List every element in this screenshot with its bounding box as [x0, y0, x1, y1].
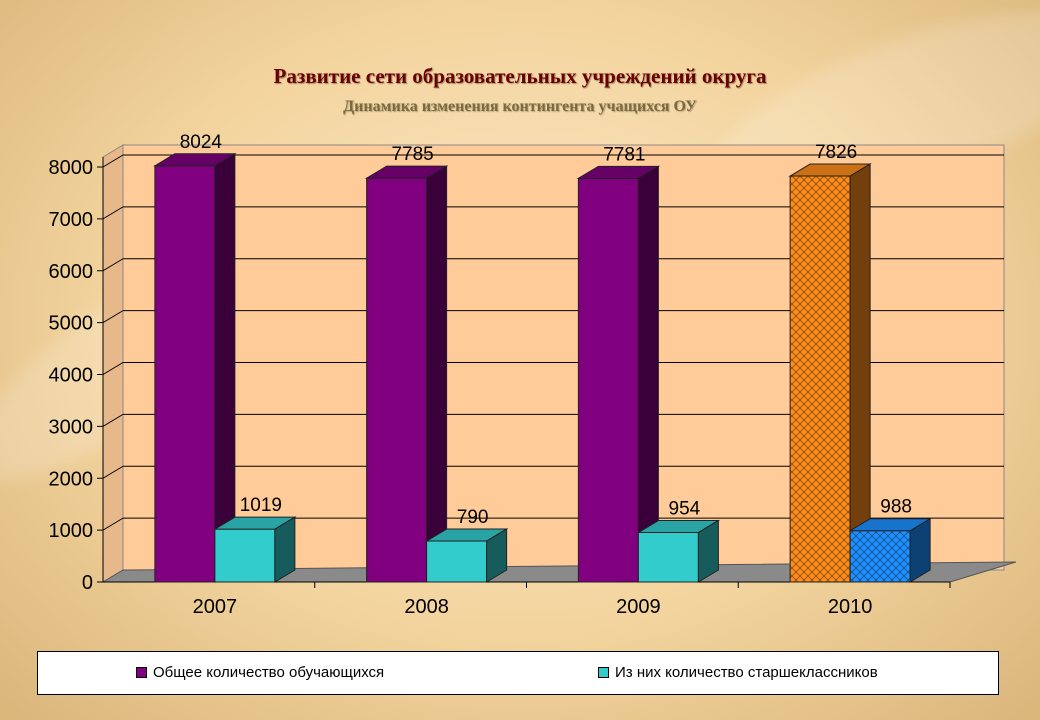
legend-swatch-series-2	[598, 667, 609, 678]
legend-swatch-series-1	[136, 667, 147, 678]
bar-s1-2010	[789, 175, 851, 583]
y-tick-label: 8000	[49, 157, 94, 179]
data-label-s1-2010: 7826	[815, 142, 857, 163]
y-tick-label: 7000	[49, 209, 94, 231]
bar-s1-2007	[154, 165, 216, 583]
bar-s2-2009	[637, 532, 699, 583]
gridline-side	[102, 413, 124, 427]
y-tick-label: 0	[82, 572, 93, 594]
bar-side-s1-2009	[637, 165, 659, 583]
bar-s1-2009	[577, 177, 639, 583]
y-tick-label: 2000	[49, 468, 94, 490]
y-tick-label: 6000	[49, 261, 94, 283]
bar-s1-2008	[366, 177, 428, 583]
x-tick-label: 2007	[193, 596, 238, 618]
bar-s2-2007	[214, 528, 276, 583]
chart-legend: Общее количество обучающихся Из них коли…	[37, 651, 999, 695]
bar-side-s1-2008	[426, 165, 448, 583]
bar-s2-2010	[849, 530, 911, 583]
x-tick-label: 2010	[828, 596, 873, 618]
bar-s2-2008	[426, 540, 488, 583]
y-tick-label: 1000	[49, 520, 94, 542]
bar-side-s2-2010	[909, 517, 931, 583]
gridline-side	[102, 362, 124, 375]
gridline-side	[102, 154, 124, 168]
gridline-side	[102, 206, 124, 220]
chart-subtitle: Динамика изменения контингента учащихся …	[343, 98, 697, 115]
legend-label-series-1: Общее количество обучающихся	[153, 664, 385, 681]
legend-label-series-2: Из них количество старшеклассников	[615, 664, 878, 681]
gridline-side	[102, 310, 124, 324]
gridline-side	[102, 258, 124, 272]
chart-title: Развитие сети образовательных учреждений…	[273, 64, 767, 88]
plot-side-wall	[102, 144, 124, 583]
x-tick-label: 2008	[404, 596, 449, 618]
bar-side-s2-2009	[697, 519, 719, 583]
data-label-s1-2009: 7781	[603, 144, 645, 165]
y-tick-label: 5000	[49, 313, 94, 335]
data-label-s2-2010: 988	[880, 497, 912, 518]
bar-side-s1-2007	[214, 152, 236, 583]
x-tick-label: 2009	[616, 596, 661, 618]
legend-item-series-1: Общее количество обучающихся	[136, 664, 384, 681]
gridline-side	[102, 465, 124, 479]
y-tick-label: 4000	[49, 365, 94, 387]
data-label-s1-2007: 8024	[180, 132, 223, 153]
data-label-s2-2007: 1019	[240, 495, 282, 516]
gridline-side	[102, 517, 124, 531]
bar-side-s2-2007	[274, 516, 296, 583]
bar-side-s2-2008	[486, 528, 508, 583]
bar-side-s1-2010	[849, 163, 871, 583]
data-label-s2-2008: 790	[457, 507, 489, 528]
data-label-s2-2009: 954	[669, 499, 701, 520]
legend-item-series-2: Из них количество старшеклассников	[598, 664, 878, 681]
y-tick-label: 3000	[49, 416, 94, 438]
data-label-s1-2008: 7785	[391, 144, 433, 165]
